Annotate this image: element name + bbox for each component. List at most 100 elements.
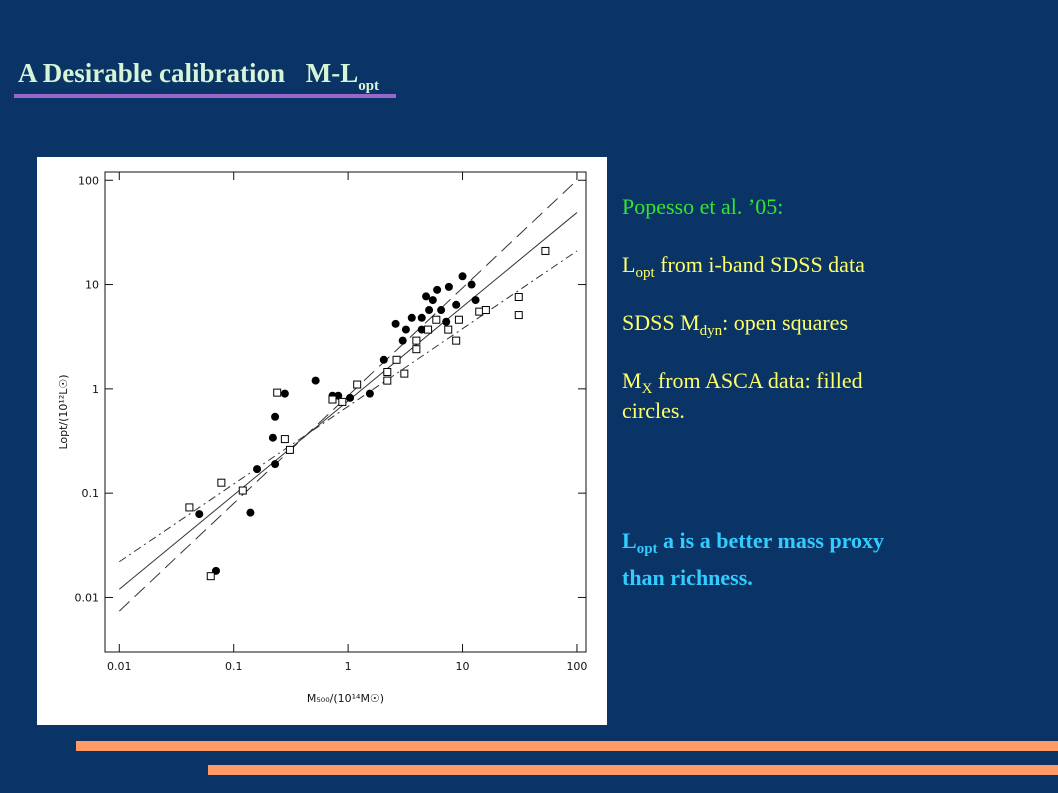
- circle-point: [271, 412, 280, 421]
- subscript: opt: [635, 265, 655, 281]
- y-tick-label: 100: [78, 174, 99, 187]
- circle-point: [246, 508, 255, 517]
- subscript: X: [642, 381, 653, 397]
- circle-point: [195, 510, 204, 519]
- chart-panel: [37, 157, 607, 725]
- x-tick-label: 1: [345, 660, 352, 673]
- circle-point: [417, 313, 426, 322]
- subscript: opt: [637, 541, 658, 557]
- text: circles.: [622, 398, 685, 423]
- square-point: [328, 395, 337, 404]
- square-point: [383, 376, 392, 385]
- circle-point: [452, 300, 461, 309]
- circle-point: [268, 433, 277, 442]
- title-underline: [14, 94, 396, 98]
- text: a is a better mass proxy: [658, 528, 885, 553]
- text: from ASCA data: filled: [652, 368, 862, 393]
- bullet: Lopt a is a better mass proxy: [622, 528, 884, 557]
- fit-line: [119, 250, 578, 563]
- bullet: MX from ASCA data: filled: [622, 368, 863, 397]
- title-ml: M-L: [306, 58, 358, 88]
- circle-point: [433, 285, 442, 294]
- circle-point: [437, 306, 446, 315]
- square-point: [238, 486, 247, 495]
- x-tick-label: 0.1: [225, 660, 243, 673]
- square-point: [280, 435, 289, 444]
- circle-point: [425, 306, 434, 315]
- x-tick-label: 10: [456, 660, 470, 673]
- circle-point: [442, 317, 451, 326]
- plot: 0.01 0.1 1 10 100 0.01 0.1 1 10 100 M₅₀₀/(10¹⁴M☉) L…: [57, 172, 587, 705]
- circle-point: [398, 336, 407, 345]
- circle-point: [417, 325, 426, 334]
- circle-point: [280, 389, 289, 398]
- circle-point: [422, 292, 431, 301]
- y-tick-label: 0.01: [75, 591, 100, 604]
- circle-point: [444, 282, 453, 291]
- footer-bar: [208, 765, 1058, 775]
- square-point: [217, 478, 226, 487]
- square-point: [432, 315, 441, 324]
- text: Popesso et al. ’05:: [622, 194, 783, 219]
- square-point: [481, 306, 490, 315]
- circle-point: [391, 319, 400, 328]
- footer-bar: [76, 741, 1058, 751]
- y-tick-label: 10: [85, 279, 99, 292]
- square-point: [514, 311, 523, 320]
- square-point: [412, 345, 421, 354]
- square-point: [383, 368, 392, 377]
- square-point: [338, 397, 347, 406]
- square-point: [353, 380, 362, 389]
- square-point: [444, 325, 453, 334]
- circle-point: [467, 280, 476, 289]
- square-point: [412, 336, 421, 345]
- slide-title: A Desirable calibration M-Lopt: [18, 58, 379, 94]
- text: from i-band SDSS data: [655, 252, 865, 277]
- bullets: Popesso et al. ’05: Lopt from i-band SDS…: [622, 194, 884, 590]
- bullet: Popesso et al. ’05:: [622, 194, 783, 219]
- title-sub: opt: [358, 78, 379, 94]
- square-point: [400, 369, 409, 378]
- square-point: [185, 503, 194, 512]
- circle-point: [471, 296, 480, 305]
- text: L: [622, 528, 637, 553]
- y-tick-label: 1: [92, 383, 99, 396]
- square-point: [454, 315, 463, 324]
- x-tick-label: 100: [566, 660, 587, 673]
- square-point: [541, 246, 550, 255]
- x-tick-label: 0.01: [107, 660, 132, 673]
- bullet: Lopt from i-band SDSS data: [622, 252, 865, 281]
- circle-point: [253, 465, 262, 474]
- text: : open squares: [722, 310, 848, 335]
- title-main: A Desirable calibration: [18, 58, 285, 88]
- square-point: [273, 388, 282, 397]
- square-point: [392, 355, 401, 364]
- circle-point: [401, 325, 410, 334]
- y-tick-label: 0.1: [82, 487, 100, 500]
- circle-point: [407, 313, 416, 322]
- text: L: [622, 252, 635, 277]
- subscript: dyn: [700, 323, 723, 339]
- x-axis-label: M₅₀₀/(10¹⁴M☉): [307, 692, 384, 705]
- y-axis-label: Lopt/(10¹²L☉): [57, 374, 70, 449]
- circle-point: [311, 376, 320, 385]
- circle-point: [271, 460, 280, 469]
- square-point: [514, 292, 523, 301]
- bullet: circles.: [622, 398, 685, 423]
- text: SDSS M: [622, 310, 700, 335]
- square-point: [424, 325, 433, 334]
- bullet: than richness.: [622, 565, 753, 590]
- bullet: SDSS Mdyn: open squares: [622, 310, 848, 339]
- circle-point: [379, 355, 388, 364]
- square-point: [206, 572, 215, 581]
- square-point: [452, 336, 461, 345]
- square-point: [475, 307, 484, 316]
- circle-point: [458, 272, 467, 281]
- plot-frame: [104, 171, 587, 653]
- circle-point: [365, 389, 374, 398]
- circle-point: [346, 393, 355, 402]
- text: than richness.: [622, 565, 753, 590]
- square-point: [285, 445, 294, 454]
- text: M: [622, 368, 642, 393]
